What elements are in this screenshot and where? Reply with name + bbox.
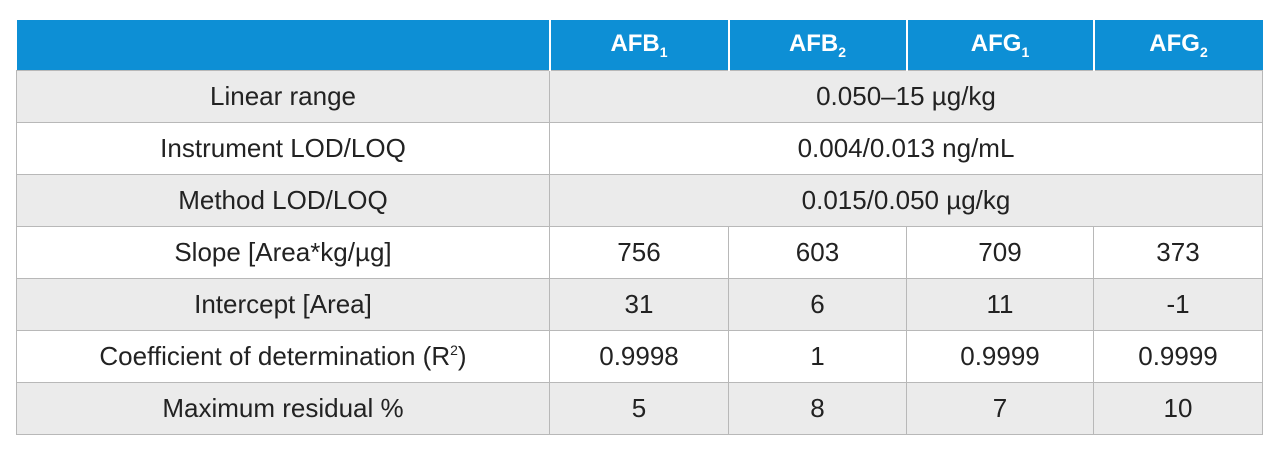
- cell-text: Coefficient of determination (R: [99, 341, 451, 371]
- data-table: AFB1 AFB2 AFG1 AFG2 Linear range 0.050–15 µg…: [16, 20, 1263, 435]
- row-label: Linear range: [16, 70, 550, 123]
- value-cell: 0.004/0.013 ng/mL: [549, 122, 1263, 175]
- header-row: AFB1 AFB2 AFG1 AFG2: [16, 20, 1263, 71]
- header-cell: AFB1: [548, 20, 729, 71]
- superscript: 2: [450, 342, 458, 358]
- value-cell: -1: [1093, 278, 1263, 331]
- cell-text: ): [457, 341, 467, 371]
- value-cell: 6: [728, 278, 907, 331]
- cell-text: AFB: [610, 30, 660, 57]
- value-cell: 709: [906, 226, 1094, 279]
- value-cell: 1: [728, 330, 907, 383]
- subscript: 1: [1021, 44, 1030, 60]
- table-body: Linear range 0.050–15 µg/kg Instrument LOD…: [16, 70, 1263, 435]
- header-cell: [16, 20, 550, 71]
- cell-text: AFG: [970, 30, 1022, 57]
- row-label: Method LOD/LOQ: [16, 174, 550, 227]
- table-row: Instrument LOD/LOQ 0.004/0.013 ng/mL: [16, 122, 1263, 175]
- header-cell: AFG1: [905, 20, 1094, 71]
- row-label: Slope [Area*kg/µg]: [16, 226, 550, 279]
- value-cell: 0.9999: [1093, 330, 1263, 383]
- value-cell: 11: [906, 278, 1094, 331]
- row-label: Instrument LOD/LOQ: [16, 122, 550, 175]
- table-row: Coefficient of determination (R2) 0.9998 1…: [16, 330, 1263, 383]
- subscript: 2: [838, 44, 847, 60]
- value-cell: 10: [1093, 382, 1263, 435]
- header-cell: AFG2: [1092, 20, 1263, 71]
- row-label: Intercept [Area]: [16, 278, 550, 331]
- value-cell: 8: [728, 382, 907, 435]
- cell-text: AFB: [788, 30, 839, 57]
- table-row: Intercept [Area] 31 6 11 -1: [16, 278, 1263, 331]
- value-cell: 373: [1093, 226, 1263, 279]
- subscript: 2: [1199, 44, 1208, 60]
- cell-text: AFG: [1149, 30, 1200, 57]
- value-cell: 0.015/0.050 µg/kg: [549, 174, 1263, 227]
- table-row: Method LOD/LOQ 0.015/0.050 µg/kg: [16, 174, 1263, 227]
- row-label: Coefficient of determination (R2): [16, 330, 550, 383]
- header-cell: AFB2: [727, 20, 907, 71]
- value-cell: 603: [728, 226, 907, 279]
- subscript: 1: [659, 44, 668, 60]
- value-cell: 0.050–15 µg/kg: [549, 70, 1263, 123]
- value-cell: 756: [549, 226, 729, 279]
- value-cell: 31: [549, 278, 729, 331]
- row-label: Maximum residual %: [16, 382, 550, 435]
- value-cell: 0.9999: [906, 330, 1094, 383]
- value-cell: 5: [549, 382, 729, 435]
- value-cell: 7: [906, 382, 1094, 435]
- table-row: Linear range 0.050–15 µg/kg: [16, 70, 1263, 123]
- table-row: Maximum residual % 5 8 7 10: [16, 382, 1263, 435]
- value-cell: 0.9998: [549, 330, 729, 383]
- table-row: Slope [Area*kg/µg] 756 603 709 373: [16, 226, 1263, 279]
